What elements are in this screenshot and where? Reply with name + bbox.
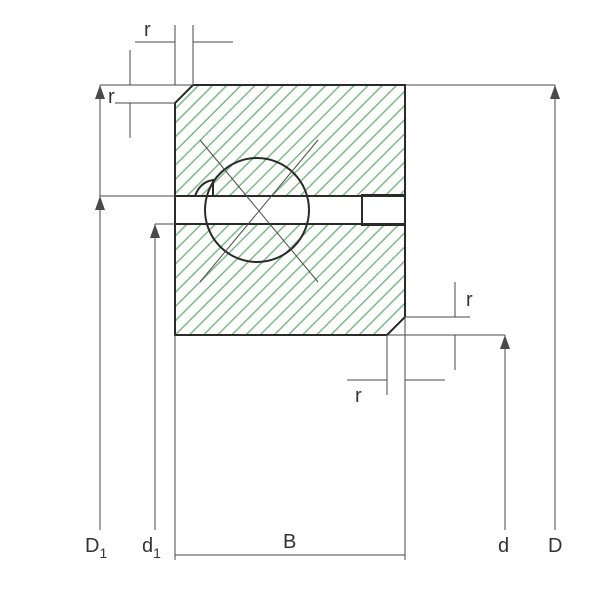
label-d1: d1	[142, 535, 161, 561]
bearing-section	[175, 85, 405, 335]
label-B: B	[283, 531, 296, 553]
label-r-br: r	[355, 385, 362, 407]
label-D: D	[548, 535, 562, 557]
arrow-D1-gap-head	[95, 196, 105, 210]
dim-B: B	[175, 531, 405, 555]
arrow-D1-head	[95, 85, 105, 99]
arrow-d1-head	[150, 224, 160, 238]
label-r-tl-top: r	[144, 19, 151, 41]
bearing-cross-section-diagram: B r r r r D1 d1 d D	[0, 0, 600, 600]
label-r-br-side: r	[466, 289, 473, 311]
bottom-labels: D1 d1 d D	[85, 535, 562, 561]
arrow-D-head	[550, 85, 560, 99]
outer-ring-hatch	[175, 85, 405, 335]
label-d: d	[498, 535, 509, 557]
arrow-d-head	[500, 335, 510, 349]
cage-section	[362, 195, 405, 225]
label-r-tl-side: r	[108, 86, 115, 108]
label-D1: D1	[85, 535, 107, 561]
